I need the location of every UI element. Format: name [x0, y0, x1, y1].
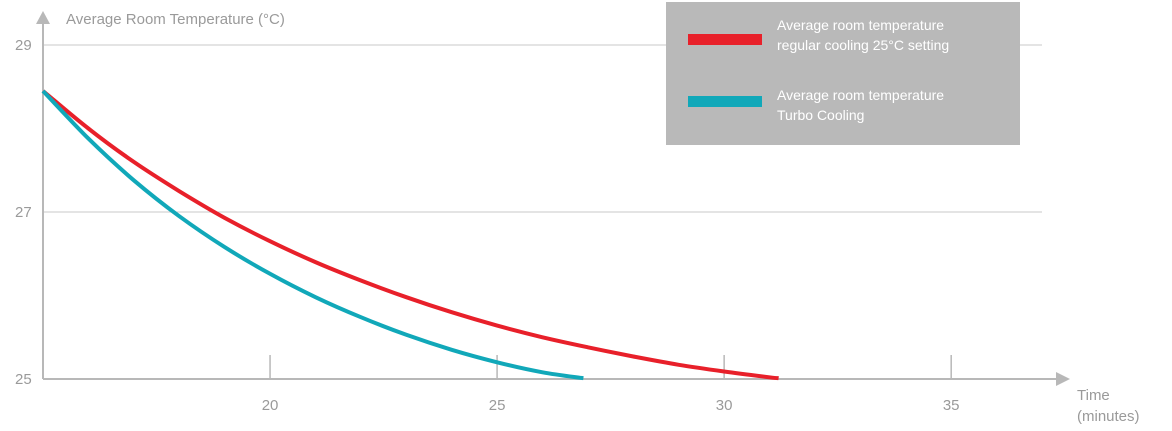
legend-swatch-turbo [688, 96, 762, 107]
legend-swatch-regular [688, 34, 762, 45]
x-axis-label-line-1: Time [1077, 387, 1110, 404]
legend-label-turbo-line-2: Turbo Cooling [777, 107, 864, 123]
series-lines [41, 89, 779, 381]
x-tick-label-20: 20 [262, 397, 279, 414]
x-tick-label-35: 35 [943, 397, 960, 414]
legend-label-regular-line-1: Average room temperature [777, 17, 944, 33]
axes [36, 11, 1070, 386]
y-tick-label-27: 27 [15, 204, 32, 221]
legend-label-regular-line-2: regular cooling 25°C setting [777, 37, 949, 53]
legend-label-regular: Average room temperature regular cooling… [777, 17, 949, 53]
legend-background [666, 2, 1020, 145]
x-axis-arrow-icon [1056, 372, 1070, 386]
series-line-regular [41, 89, 779, 381]
y-axis-arrow-icon [36, 11, 50, 24]
x-tick-label-30: 30 [716, 397, 733, 414]
x-axis-label-line-2: (minutes) [1077, 408, 1140, 425]
x-tick-label-25: 25 [489, 397, 506, 414]
legend-label-turbo: Average room temperature Turbo Cooling [777, 87, 948, 123]
x-axis-label: Time (minutes) [1077, 387, 1140, 425]
y-tick-label-25: 25 [15, 371, 32, 388]
y-axis-label: Average Room Temperature (°C) [66, 11, 285, 28]
y-tick-label-29: 29 [15, 37, 32, 54]
x-tick-marks [269, 355, 952, 379]
series-line-turbo [41, 89, 584, 381]
tick-labels: 20 25 30 35 25 27 29 [15, 37, 960, 414]
legend: Average room temperature regular cooling… [666, 2, 1020, 145]
legend-label-turbo-line-1: Average room temperature [777, 87, 944, 103]
